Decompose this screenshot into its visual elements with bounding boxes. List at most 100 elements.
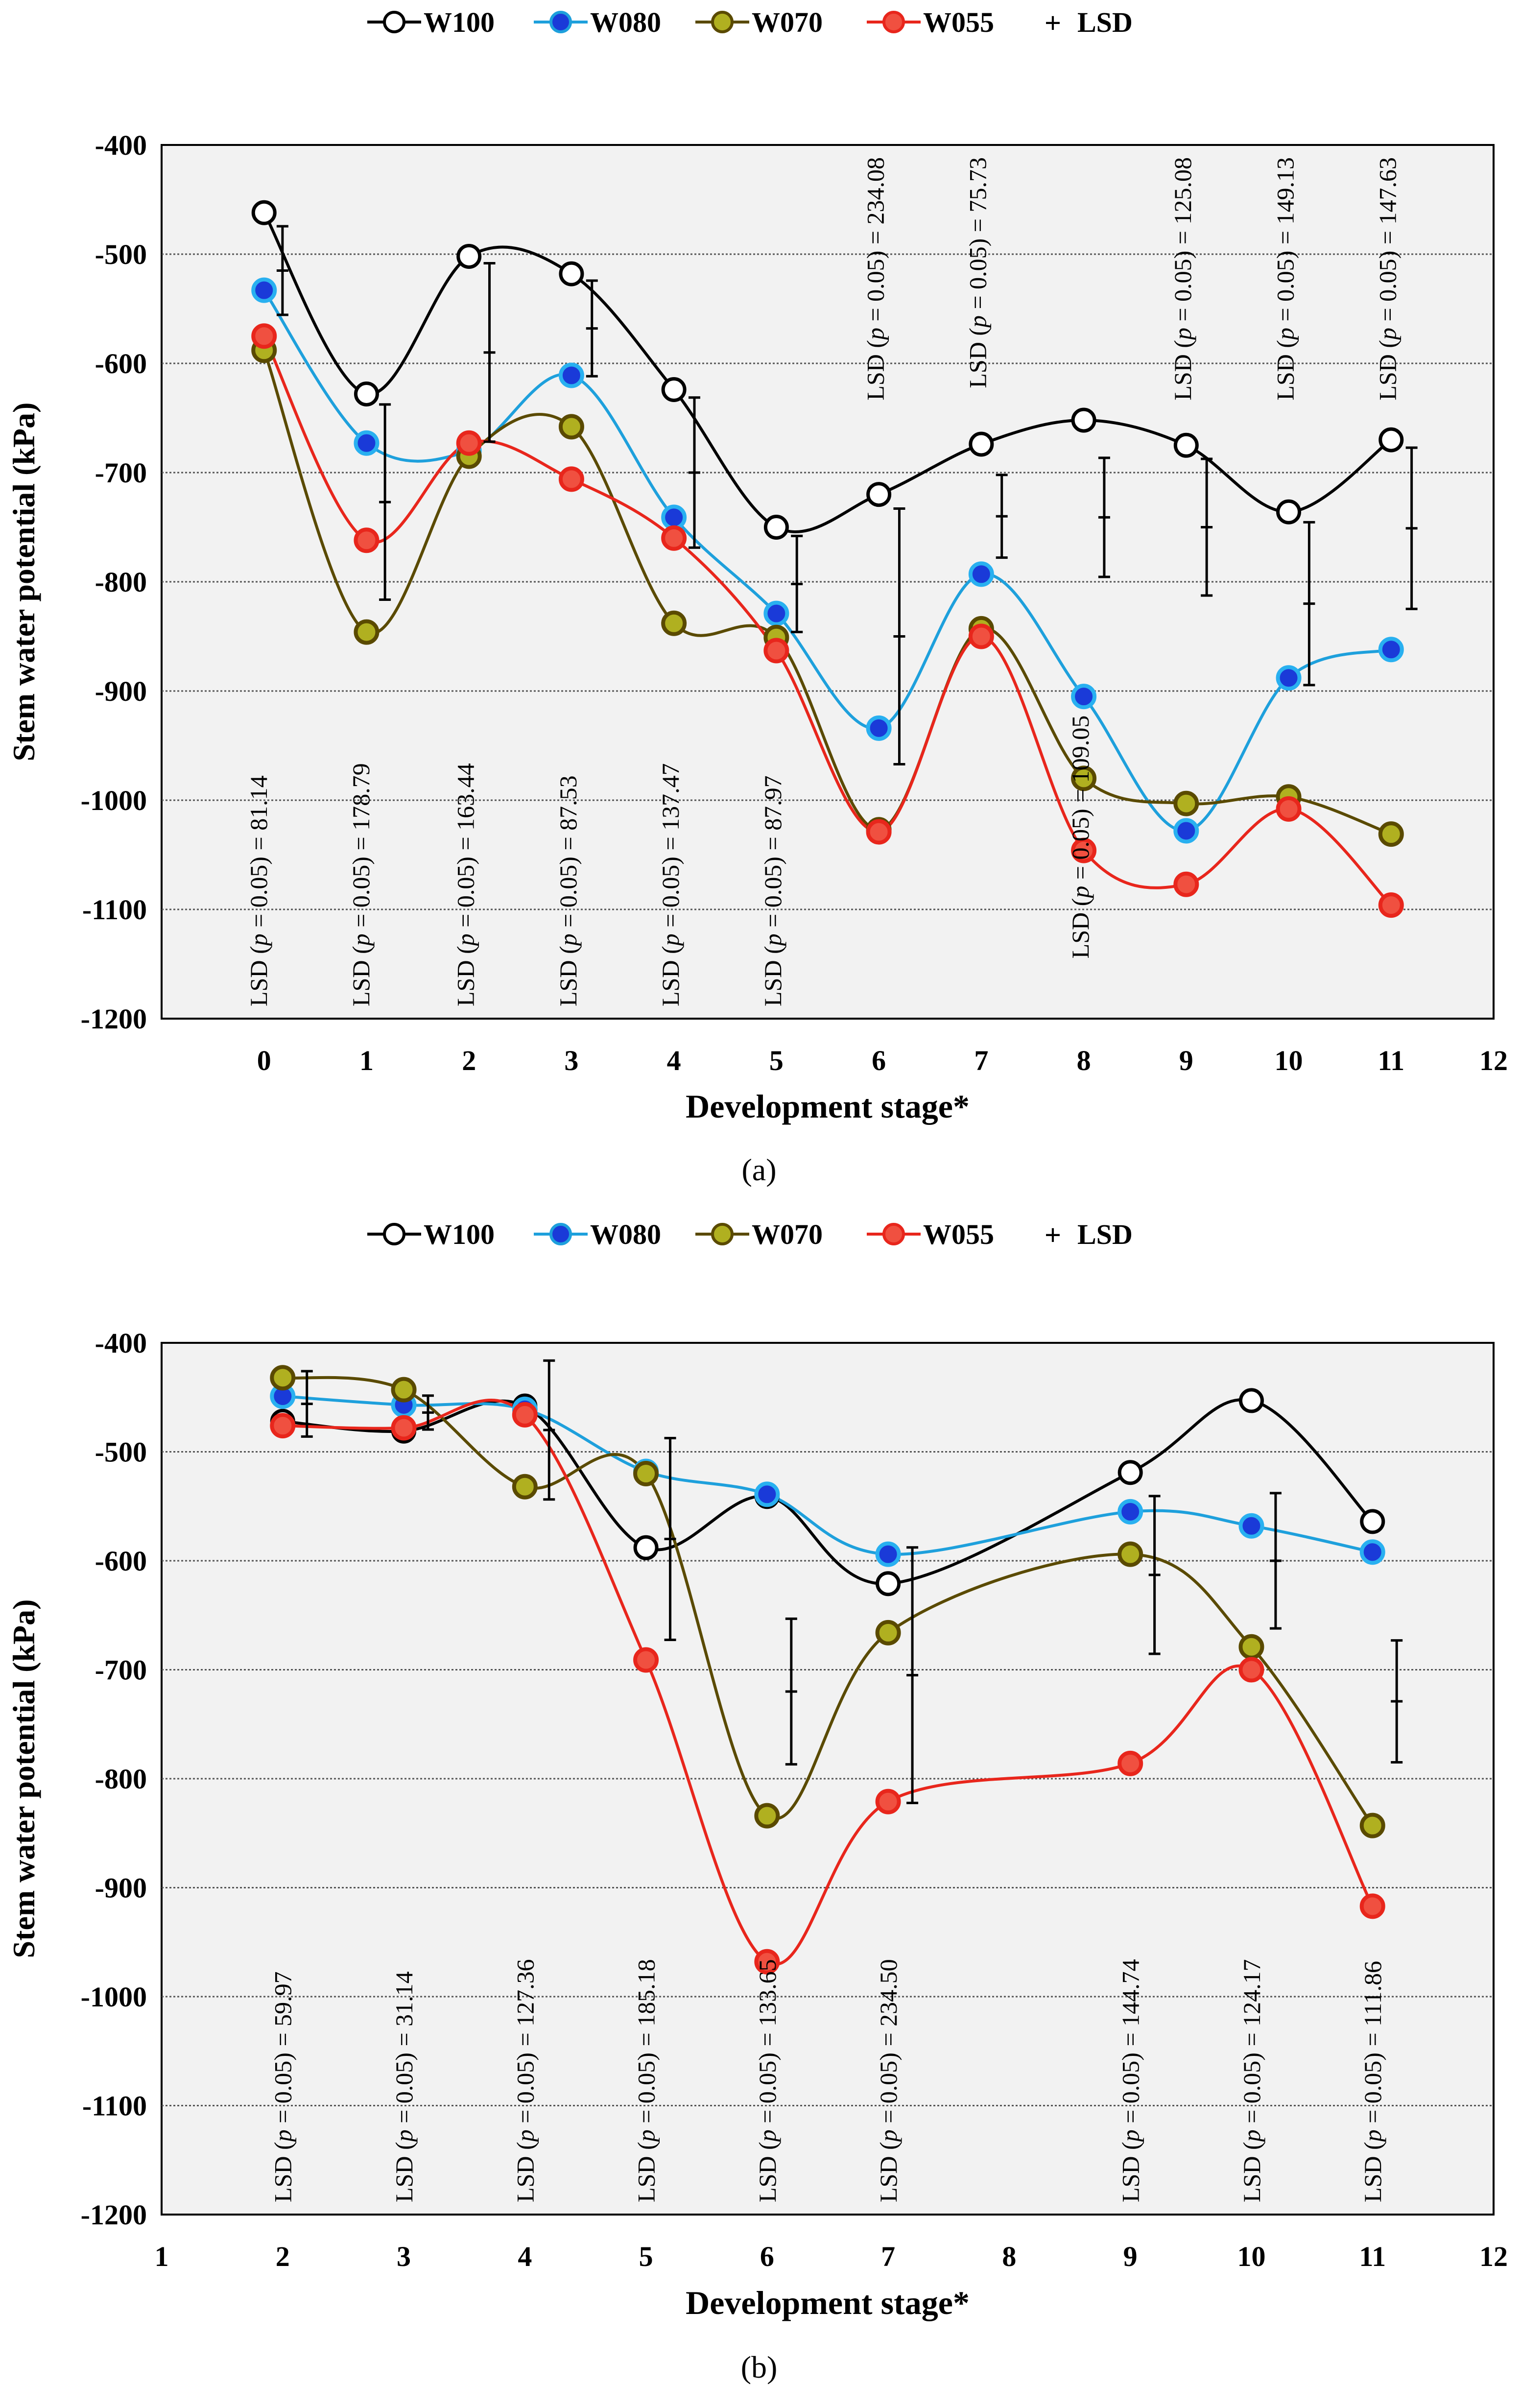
y-tick-label: -900 [95, 1872, 147, 1904]
panel-label-a: (a) [741, 1152, 776, 1187]
point-w100 [559, 261, 584, 286]
lsd-label: LSD (p = 0.05) = 124.17 [1238, 1959, 1265, 2202]
legend-label: W100 [424, 6, 495, 38]
point-w070 [633, 1461, 659, 1486]
x-axis-label-b: Development stage* [686, 2284, 970, 2321]
point-w080 [866, 715, 892, 741]
lsd-bar: LSD (p = 0.05) = 31.14 [390, 1394, 434, 2202]
legend-label: LSD [1077, 1218, 1133, 1250]
series-line-w100 [283, 1398, 1374, 1585]
point-w080 [1238, 1513, 1264, 1539]
lsd-bar: LSD (p = 0.05) = 87.97 [759, 534, 803, 1006]
point-w080 [1173, 818, 1199, 844]
point-w070 [270, 1365, 296, 1391]
legend-marker-icon [549, 11, 572, 33]
point-w055 [512, 1402, 538, 1428]
legend-item-w055: W055 [867, 1218, 994, 1250]
x-tick-label: 9 [1123, 2241, 1138, 2272]
x-tick-label: 2 [462, 1045, 476, 1076]
point-w055 [270, 1413, 296, 1439]
lsd-label: LSD (p = 0.05) = 109.05 [1067, 715, 1094, 959]
lsd-label: LSD (p = 0.05) = 163.44 [452, 763, 479, 1006]
lsd-label: LSD (p = 0.05) = 185.18 [633, 1959, 660, 2202]
legend-marker-icon [383, 11, 405, 33]
lsd-bar: LSD (p = 0.05) = 124.17 [1238, 1492, 1282, 2202]
point-w055 [1238, 1657, 1264, 1683]
lsd-bar: LSD (p = 0.05) = 178.79 [347, 403, 391, 1006]
x-tick-label: 8 [1077, 1045, 1091, 1076]
point-w055 [633, 1647, 659, 1673]
point-w055 [968, 623, 994, 649]
point-w100 [1173, 432, 1199, 458]
point-w055 [1378, 892, 1404, 918]
legend-item-w100: W100 [367, 1218, 495, 1250]
point-w055 [391, 1415, 417, 1441]
x-tick-label: 11 [1359, 2241, 1386, 2272]
y-tick-label: -900 [95, 675, 147, 707]
point-w100 [251, 200, 277, 225]
x-tick-label: 10 [1237, 2241, 1265, 2272]
point-w070 [354, 619, 380, 645]
x-tick-label: 3 [397, 2241, 411, 2272]
legend-marker-icon [711, 1223, 734, 1245]
x-tick-label: 3 [564, 1045, 578, 1076]
point-w055 [1117, 1750, 1143, 1776]
lsd-bars-b: LSD (p = 0.05) = 59.97 LSD (p = 0.05) = 3… [269, 1359, 1403, 2202]
lsd-label: LSD (p = 0.05) = 147.63 [1374, 157, 1402, 401]
x-tick-label: 12 [1479, 2241, 1508, 2272]
y-tick-label: -400 [95, 129, 147, 161]
point-w055 [251, 323, 277, 349]
x-tick-labels-a: 0 1 2 3 4 5 6 7 8 9 10 11 12 [257, 1045, 1508, 1076]
lsd-bar: LSD (p = 0.05) = 149.13 [1271, 157, 1315, 687]
point-w070 [754, 1803, 780, 1829]
y-tick-label: -1200 [81, 2199, 147, 2231]
point-w070 [875, 1620, 901, 1645]
legend-label: LSD [1077, 6, 1133, 38]
legend-item-w080: W080 [534, 6, 661, 38]
lsd-bar: LSD (p = 0.05) = 75.73 [964, 157, 1008, 559]
legend-label: W080 [590, 1218, 661, 1250]
lsd-label: LSD (p = 0.05) = 81.14 [245, 775, 272, 1006]
point-w080 [968, 561, 994, 587]
legend-label: W080 [590, 6, 661, 38]
y-tick-label: -1100 [82, 2090, 147, 2122]
series-line-w080 [283, 1395, 1373, 1556]
x-tick-labels-b: 1 2 3 4 5 6 7 8 9 10 11 12 [155, 2241, 1508, 2272]
legend-plus-icon: + [1045, 1219, 1061, 1251]
y-tick-label: -1000 [81, 1981, 147, 2013]
legend-label: W070 [752, 6, 823, 38]
y-tick-label: -700 [95, 1654, 147, 1686]
x-tick-label: 10 [1275, 1045, 1303, 1076]
y-tick-label: -600 [95, 1545, 147, 1577]
legend-item-w055: W055 [867, 6, 994, 38]
point-w100 [661, 377, 687, 403]
y-tick-labels-b: -400 -500 -600 -700 -800 -900 -1000 -1100 -1200 [81, 1327, 147, 2231]
legend-item-lsd: + LSD [1045, 1218, 1133, 1251]
legend-marker-icon [383, 1223, 405, 1245]
point-w100 [1071, 407, 1096, 433]
point-w070 [1071, 765, 1097, 791]
y-tick-label: -600 [95, 348, 147, 380]
series-line-w070 [262, 350, 1392, 835]
point-w100 [969, 431, 994, 457]
x-tick-label: 6 [872, 1045, 886, 1076]
point-w100 [1378, 427, 1404, 453]
point-w055 [866, 819, 892, 845]
y-tick-label: -500 [95, 238, 147, 270]
point-w100 [1117, 1460, 1143, 1485]
lsd-bar: LSD (p = 0.05) = 163.44 [452, 262, 496, 1006]
x-tick-label: 6 [760, 2241, 774, 2272]
y-tick-label: -1000 [81, 785, 147, 816]
point-w055 [354, 527, 380, 553]
legend-item-w080: W080 [534, 1218, 661, 1250]
x-tick-label: 1 [155, 2241, 169, 2272]
lsd-bar: LSD (p = 0.05) = 234.50 [875, 1546, 919, 2202]
x-tick-label: 11 [1378, 1045, 1404, 1076]
point-w100 [763, 515, 789, 540]
point-w055 [1276, 796, 1302, 822]
point-w055 [558, 466, 584, 492]
point-w100 [1276, 499, 1302, 525]
lsd-label: LSD (p = 0.05) = 59.97 [269, 1971, 297, 2202]
point-w080 [875, 1541, 901, 1567]
